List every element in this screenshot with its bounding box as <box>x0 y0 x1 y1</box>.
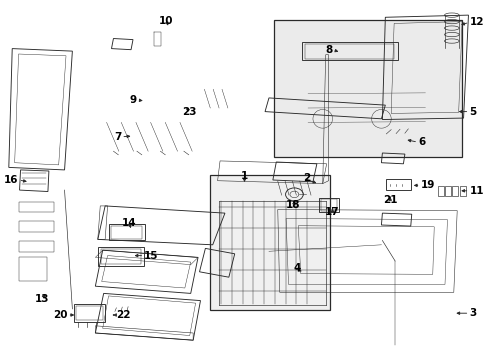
Text: 10: 10 <box>159 16 173 26</box>
Bar <box>76 306 102 320</box>
Bar <box>19 241 54 252</box>
Text: 19: 19 <box>420 180 434 190</box>
Bar <box>111 226 142 239</box>
Text: 13: 13 <box>34 294 49 304</box>
Bar <box>210 175 329 310</box>
Bar <box>19 202 54 212</box>
Bar <box>210 175 329 310</box>
Bar <box>302 42 397 60</box>
Bar <box>273 20 461 157</box>
Text: 5: 5 <box>468 107 476 117</box>
Bar <box>74 304 104 322</box>
Bar <box>305 44 393 59</box>
Bar <box>19 221 54 232</box>
Text: 20: 20 <box>53 310 67 320</box>
Text: 23: 23 <box>182 107 197 117</box>
Text: 9: 9 <box>129 95 137 105</box>
Text: 16: 16 <box>4 175 19 185</box>
Text: 2: 2 <box>303 173 310 183</box>
Bar <box>318 198 339 212</box>
Text: 17: 17 <box>325 207 339 217</box>
Text: 1: 1 <box>241 171 247 181</box>
Bar <box>101 249 141 264</box>
Text: 3: 3 <box>468 308 476 318</box>
Text: 11: 11 <box>468 186 483 196</box>
Bar <box>386 179 410 190</box>
Bar <box>459 186 465 196</box>
Text: 14: 14 <box>122 218 137 228</box>
Text: 6: 6 <box>417 137 425 147</box>
Text: 18: 18 <box>285 200 300 210</box>
Text: 21: 21 <box>382 195 397 205</box>
Text: 12: 12 <box>468 17 483 27</box>
Bar <box>437 186 443 196</box>
Bar <box>98 247 144 266</box>
Text: 4: 4 <box>293 263 300 273</box>
Text: 8: 8 <box>325 45 332 55</box>
Bar <box>108 224 145 240</box>
Bar <box>451 186 457 196</box>
Text: 7: 7 <box>114 132 121 142</box>
Bar <box>19 257 47 281</box>
Bar <box>273 20 461 157</box>
Text: 15: 15 <box>144 251 159 261</box>
Text: 22: 22 <box>116 310 131 320</box>
Bar <box>320 199 337 211</box>
Bar <box>444 186 450 196</box>
